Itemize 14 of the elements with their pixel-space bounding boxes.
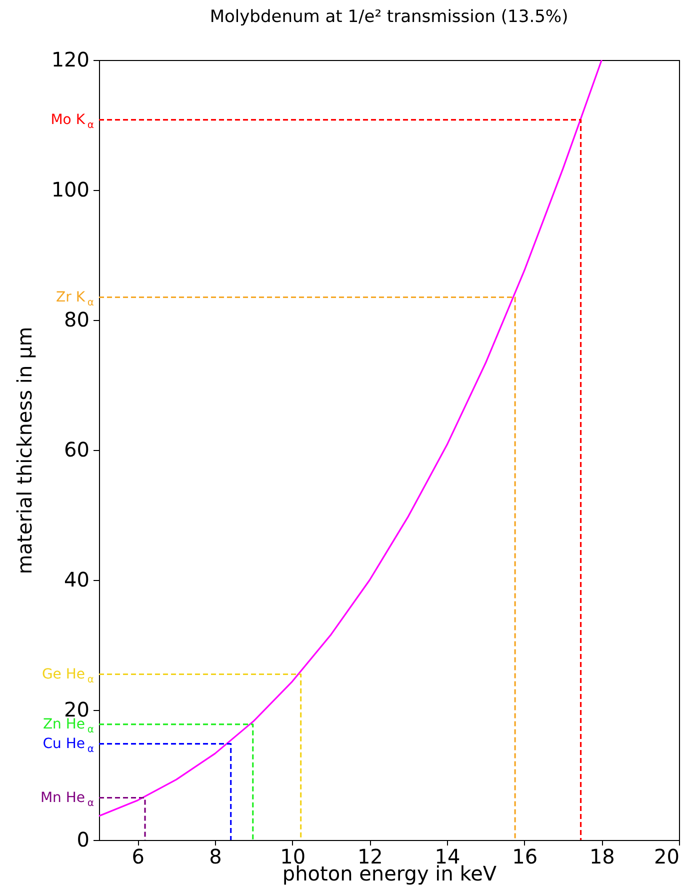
x-tick-label: 8 [209,844,222,868]
y-tick-label: 100 [51,178,90,202]
y-tick-label: 60 [64,438,90,462]
x-tick-label: 20 [654,844,680,868]
y-axis-title: material thickness in µm [12,326,36,574]
y-tick-label: 0 [76,828,90,852]
x-tick-label: 12 [357,844,383,868]
x-tick-label: 18 [589,844,615,868]
x-tick-label: 6 [132,844,145,868]
y-tick-label: 40 [64,568,90,592]
y-tick-label: 80 [64,308,90,332]
x-tick-label: 16 [512,844,538,868]
chart-title: Molybdenum at 1/e² transmission (13.5%) [210,7,568,27]
y-tick-label: 120 [51,48,90,72]
